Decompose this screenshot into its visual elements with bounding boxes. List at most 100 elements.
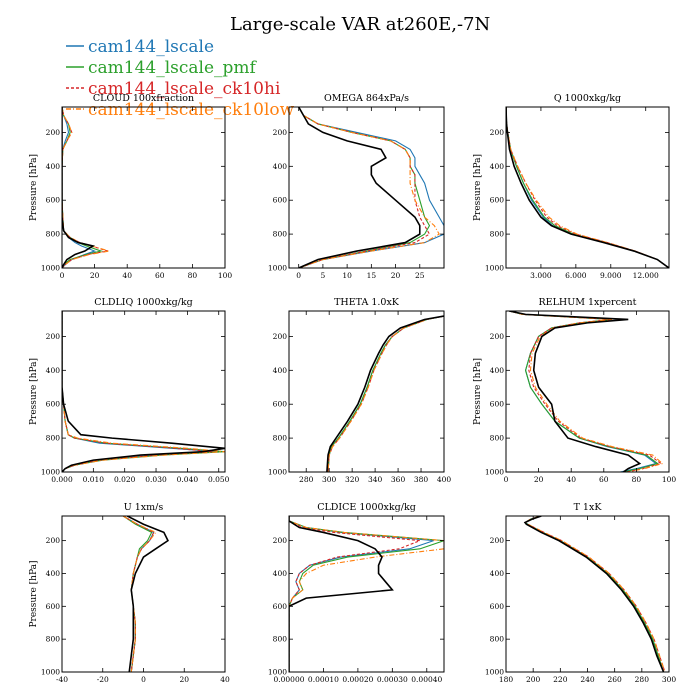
series-line-1 xyxy=(122,516,155,672)
y-tick-label: 600 xyxy=(46,400,61,409)
x-tick-label: 100 xyxy=(662,475,677,484)
series-line-3 xyxy=(506,107,669,268)
y-tick-label: 400 xyxy=(46,569,61,578)
legend-entry: cam144_lscale_ck10hi xyxy=(88,79,281,99)
plot-frame xyxy=(288,106,445,269)
y-tick-label: 600 xyxy=(490,602,505,611)
y-tick-label: 1000 xyxy=(41,264,60,273)
y-tick-label: 200 xyxy=(46,536,61,545)
y-tick-label: 600 xyxy=(490,400,505,409)
panel-title: CLDLIQ 1000xkg/kg xyxy=(94,297,192,308)
y-tick-label: 800 xyxy=(273,434,288,443)
y-tick-label: 600 xyxy=(490,196,505,205)
panel: 280 300 320 340 360 380 400 200 400 600 800 1000 THE… xyxy=(268,297,451,484)
x-tick-label: -40 xyxy=(56,675,68,684)
series-line-1 xyxy=(523,516,665,672)
y-axis-label: Pressure [hPa] xyxy=(473,154,483,221)
panel: 0 20 40 60 80 100 200 400 600 800 1000 RELHUM 1xper… xyxy=(473,297,676,484)
plot-frame xyxy=(61,106,226,269)
x-tick-label: 0.00010 xyxy=(308,675,339,684)
y-tick-label: 800 xyxy=(273,230,288,239)
series-line-4 xyxy=(122,516,157,672)
series-line-3 xyxy=(509,311,663,472)
x-tick-label: 280 xyxy=(299,475,314,484)
series-line-3 xyxy=(62,311,213,472)
x-tick-label: 400 xyxy=(437,475,452,484)
x-tick-label: 380 xyxy=(414,475,429,484)
plot-frame xyxy=(505,515,670,673)
y-axis-label: Pressure [hPa] xyxy=(473,358,483,425)
series-line-1 xyxy=(62,107,97,268)
y-tick-label: 400 xyxy=(490,162,505,171)
panel: 0.00000 0.00010 0.00020 0.00030 0.00040 200 40… xyxy=(268,502,445,684)
series-line-2 xyxy=(509,311,659,472)
y-tick-label: 600 xyxy=(46,602,61,611)
y-tick-label: 1000 xyxy=(485,468,504,477)
x-tick-label: 80 xyxy=(632,475,642,484)
plot-frame xyxy=(288,515,445,673)
x-tick-label: 300 xyxy=(662,675,677,684)
x-tick-label: 12.000 xyxy=(633,271,659,280)
panel-title: U 1xm/s xyxy=(124,502,164,513)
y-tick-label: 200 xyxy=(490,332,505,341)
x-tick-label: 25 xyxy=(415,271,425,280)
series-line-4 xyxy=(506,107,669,268)
series-line-1 xyxy=(298,107,444,268)
y-tick-label: 400 xyxy=(490,366,505,375)
panel: 180 200 220 240 260 280 300 200 400 600 800 1000 T 1… xyxy=(485,502,676,684)
panel: -40 -20 0 20 40 200 400 600 800 1000 U 1xm/s Pressu… xyxy=(29,502,230,684)
y-tick-label: 200 xyxy=(46,332,61,341)
y-tick-label: 600 xyxy=(46,196,61,205)
y-tick-label: 400 xyxy=(490,569,505,578)
x-tick-label: 360 xyxy=(391,475,406,484)
x-tick-label: -20 xyxy=(97,675,109,684)
x-tick-label: 40 xyxy=(220,675,230,684)
y-tick-label: 800 xyxy=(273,635,288,644)
x-tick-label: 300 xyxy=(322,475,337,484)
y-tick-label: 800 xyxy=(490,635,505,644)
x-tick-label: 200 xyxy=(526,675,541,684)
y-axis-label: Pressure [hPa] xyxy=(29,560,39,627)
x-tick-label: 40 xyxy=(122,271,132,280)
x-tick-label: 0.00020 xyxy=(342,675,373,684)
legend-entry: cam144_lscale_pmf xyxy=(88,58,258,78)
series-line-3 xyxy=(122,516,155,672)
series-line-2 xyxy=(122,516,153,672)
x-tick-label: 0 xyxy=(296,271,301,280)
legend-entry: cam144_lscale xyxy=(88,37,214,57)
series-line-4 xyxy=(327,315,444,472)
series-reference-line xyxy=(326,315,444,472)
x-tick-label: 0.010 xyxy=(83,475,105,484)
series-reference-line xyxy=(523,516,665,672)
x-tick-label: 0.000 xyxy=(51,475,73,484)
plot-frame xyxy=(505,310,670,473)
y-tick-label: 800 xyxy=(490,434,505,443)
y-tick-label: 400 xyxy=(273,569,288,578)
plot-frame xyxy=(61,515,226,673)
plot-frame xyxy=(61,310,226,473)
panel-title: OMEGA 864xPa/s xyxy=(324,93,409,104)
x-tick-label: 10 xyxy=(342,271,352,280)
y-tick-label: 200 xyxy=(273,536,288,545)
series-line-1 xyxy=(509,311,658,472)
y-tick-label: 200 xyxy=(490,128,505,137)
panel: 3.000 6.000 9.000 12.000 200 400 600 800 1000 Q 1… xyxy=(473,93,670,280)
series-line-2 xyxy=(506,107,669,268)
plot-frame xyxy=(505,106,670,269)
x-tick-label: 0 xyxy=(504,475,509,484)
x-tick-label: 40 xyxy=(566,475,576,484)
panel-title: CLOUD 100xfraction xyxy=(93,93,194,104)
x-tick-label: 0 xyxy=(141,675,146,684)
x-tick-label: 0.030 xyxy=(145,475,167,484)
x-tick-label: 220 xyxy=(553,675,568,684)
y-tick-label: 800 xyxy=(46,635,61,644)
series-reference-line xyxy=(297,107,421,268)
series-reference-line xyxy=(509,311,642,472)
x-tick-label: 260 xyxy=(608,675,623,684)
series-line-1 xyxy=(506,107,669,268)
x-tick-label: 0.00030 xyxy=(377,675,408,684)
x-tick-label: 20 xyxy=(179,675,189,684)
series-line-4 xyxy=(62,107,110,268)
